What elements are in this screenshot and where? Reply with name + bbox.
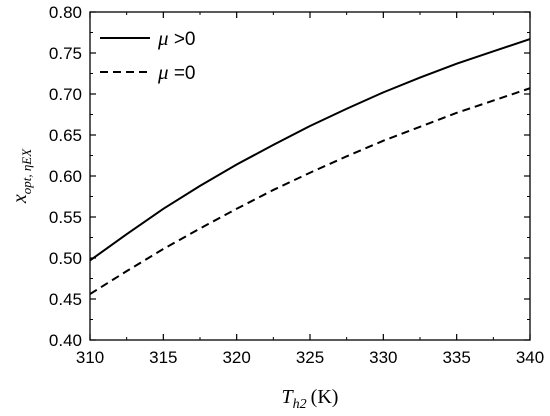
x-axis-label: Th2 (K) [282,386,339,412]
series-line-1 [89,38,531,262]
legend-symbol: μ [157,60,169,84]
x-axis: 310 315 320 325 330 335 340 [76,12,544,367]
y-axis-label-main: x [9,194,31,204]
x-tick-label: 325 [296,348,324,367]
legend-symbol: μ [157,26,169,50]
plot-lines [89,38,531,295]
legend-text: >0 [169,29,196,50]
y-tick-label: 0.45 [49,290,82,309]
y-axis-label-sub: opt, ηEX [19,148,34,195]
x-tick-label: 335 [442,348,470,367]
y-axis-label: xopt, ηEX [9,148,34,204]
x-tick-label: 315 [149,348,177,367]
y-tick-label: 0.65 [49,126,82,145]
y-tick-label: 0.75 [49,44,82,63]
y-tick-label: 0.80 [49,3,82,22]
legend: μ >0μ =0 [100,26,196,84]
y-tick-label: 0.60 [49,167,82,186]
y-tick-label: 0.55 [49,208,82,227]
series-line-2 [89,87,531,295]
legend-label-2: μ =0 [157,60,196,84]
x-axis-label-sub: h2 [293,397,307,412]
x-axis-label-unit: (K) [311,386,339,408]
y-tick-label: 0.50 [49,249,82,268]
x-axis-label-main: T [282,386,295,408]
y-axis: 0.40 0.45 0.50 0.55 0.60 0.65 0.70 0.75 0.80 [49,3,530,350]
legend-text: =0 [169,63,196,84]
x-tick-label: 310 [76,348,104,367]
x-tick-label: 340 [516,348,544,367]
y-tick-label: 0.40 [49,331,82,350]
x-tick-label: 320 [222,348,250,367]
x-tick-label: 330 [369,348,397,367]
legend-label-1: μ >0 [157,26,196,50]
y-tick-label: 0.70 [49,85,82,104]
